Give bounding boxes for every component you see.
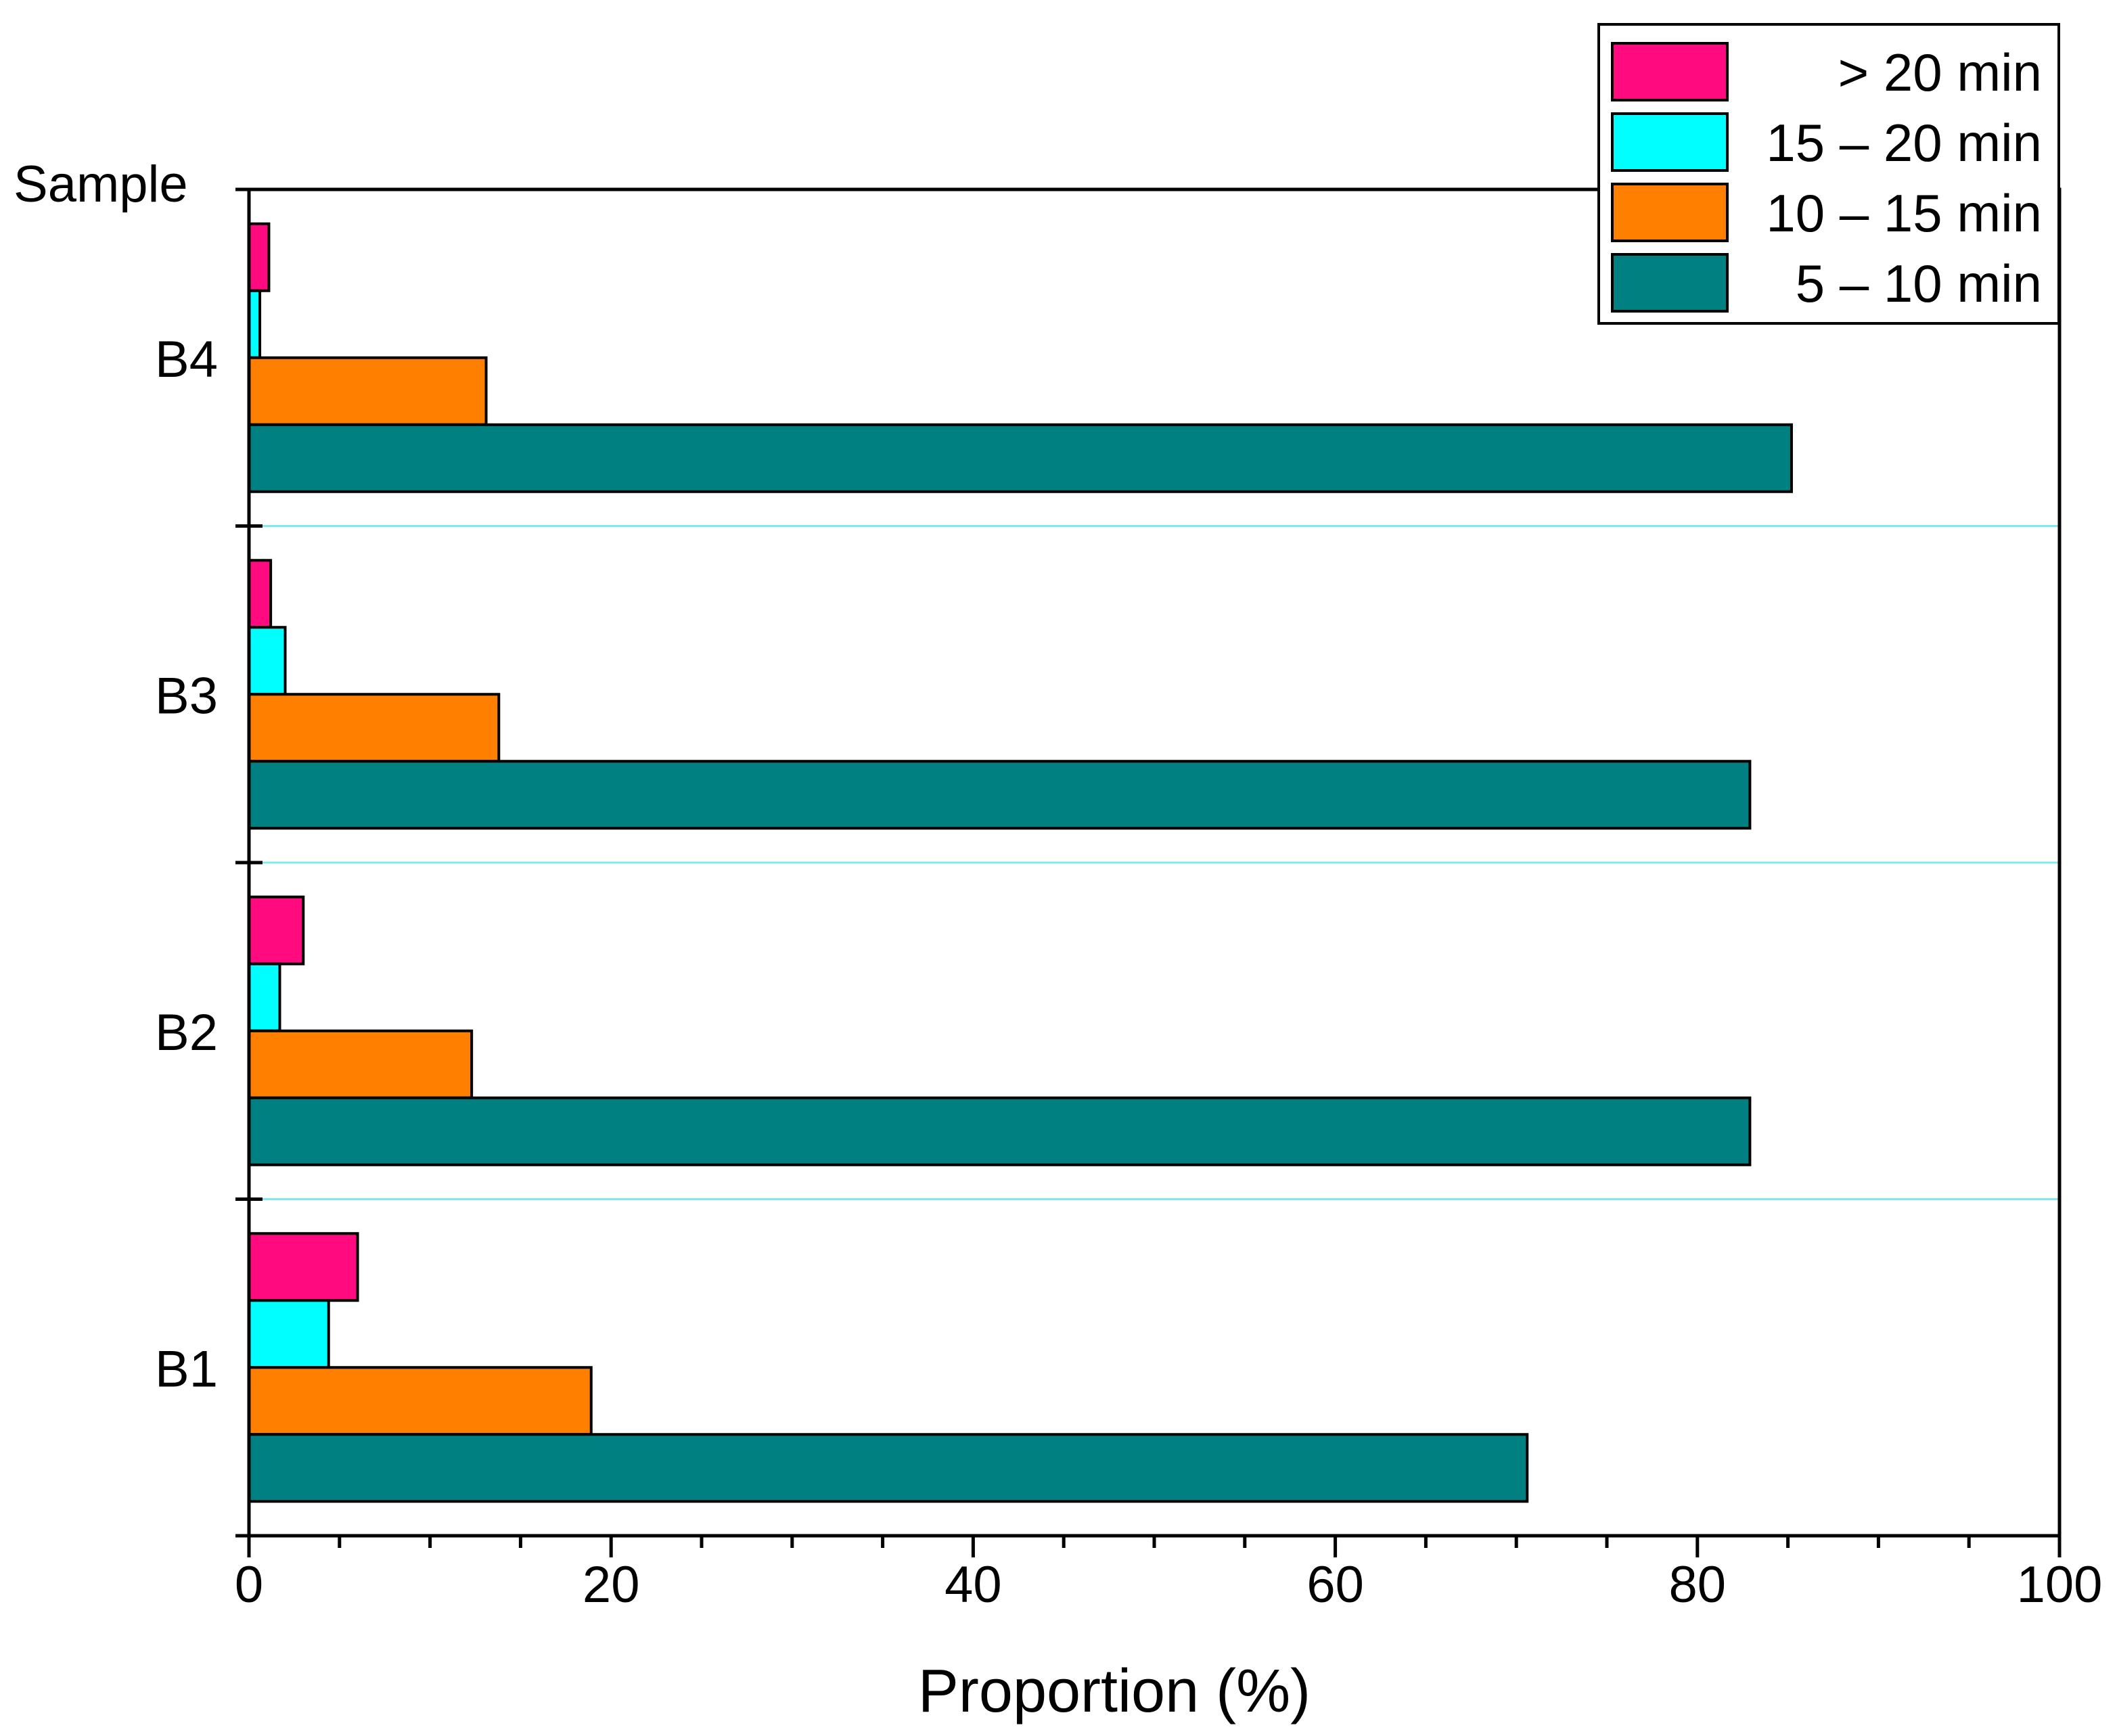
bar-B1-series-2 (248, 1299, 330, 1369)
bar-B3-series-4 (248, 760, 1752, 830)
bar-B1-series-3 (248, 1366, 593, 1436)
legend-swatch-3 (1611, 183, 1729, 242)
y-tick-label-B2: B2 (155, 1004, 218, 1061)
bar-B4-series-4 (248, 423, 1793, 493)
bar-B3-series-1 (248, 559, 273, 629)
x-axis-title: Proportion (%) (918, 1658, 1311, 1725)
bar-B4-series-1 (248, 222, 271, 292)
category-separators (249, 525, 2059, 1200)
x-tick-label: 100 (2017, 1556, 2103, 1614)
x-tick-label: 0 (235, 1556, 263, 1614)
legend-label-1: > 20 min (1823, 43, 2042, 102)
legend: > 20 min 15 – 20 min 10 – 15 min 5 – 10 mi… (1597, 23, 2060, 325)
bar-B1-series-4 (248, 1433, 1529, 1503)
bar-B2-series-2 (248, 962, 281, 1032)
bar-B2-series-4 (248, 1096, 1752, 1166)
bar-B3-series-2 (248, 626, 287, 696)
y-axis-title: Sample (14, 156, 188, 213)
x-tick-label: 80 (1669, 1556, 1727, 1614)
bars (248, 222, 1793, 1503)
x-tick-label: 40 (944, 1556, 1002, 1614)
y-axis-ticks: B1 B2 B3 B4 (155, 187, 263, 1538)
y-tick-label-B4: B4 (155, 331, 218, 388)
bar-B2-series-1 (248, 895, 305, 965)
legend-label-4: 5 – 10 min (1766, 254, 2042, 313)
legend-swatch-4 (1611, 253, 1729, 313)
x-tick-label: 60 (1306, 1556, 1364, 1614)
bar-B2-series-3 (248, 1029, 474, 1099)
bar-B1-series-1 (248, 1232, 359, 1302)
x-tick-label: 20 (583, 1556, 640, 1614)
legend-label-2: 15 – 20 min (1766, 113, 2042, 173)
x-axis-ticks: 0 20 40 60 80 100 (235, 1536, 2103, 1614)
legend-swatch-1 (1611, 42, 1729, 101)
bar-B4-series-3 (248, 356, 488, 426)
y-tick-label-B3: B3 (155, 667, 218, 725)
legend-label-3: 10 – 15 min (1766, 183, 2042, 243)
y-tick-label-B1: B1 (155, 1340, 218, 1398)
legend-swatch-2 (1611, 112, 1729, 172)
bar-B3-series-3 (248, 693, 501, 763)
